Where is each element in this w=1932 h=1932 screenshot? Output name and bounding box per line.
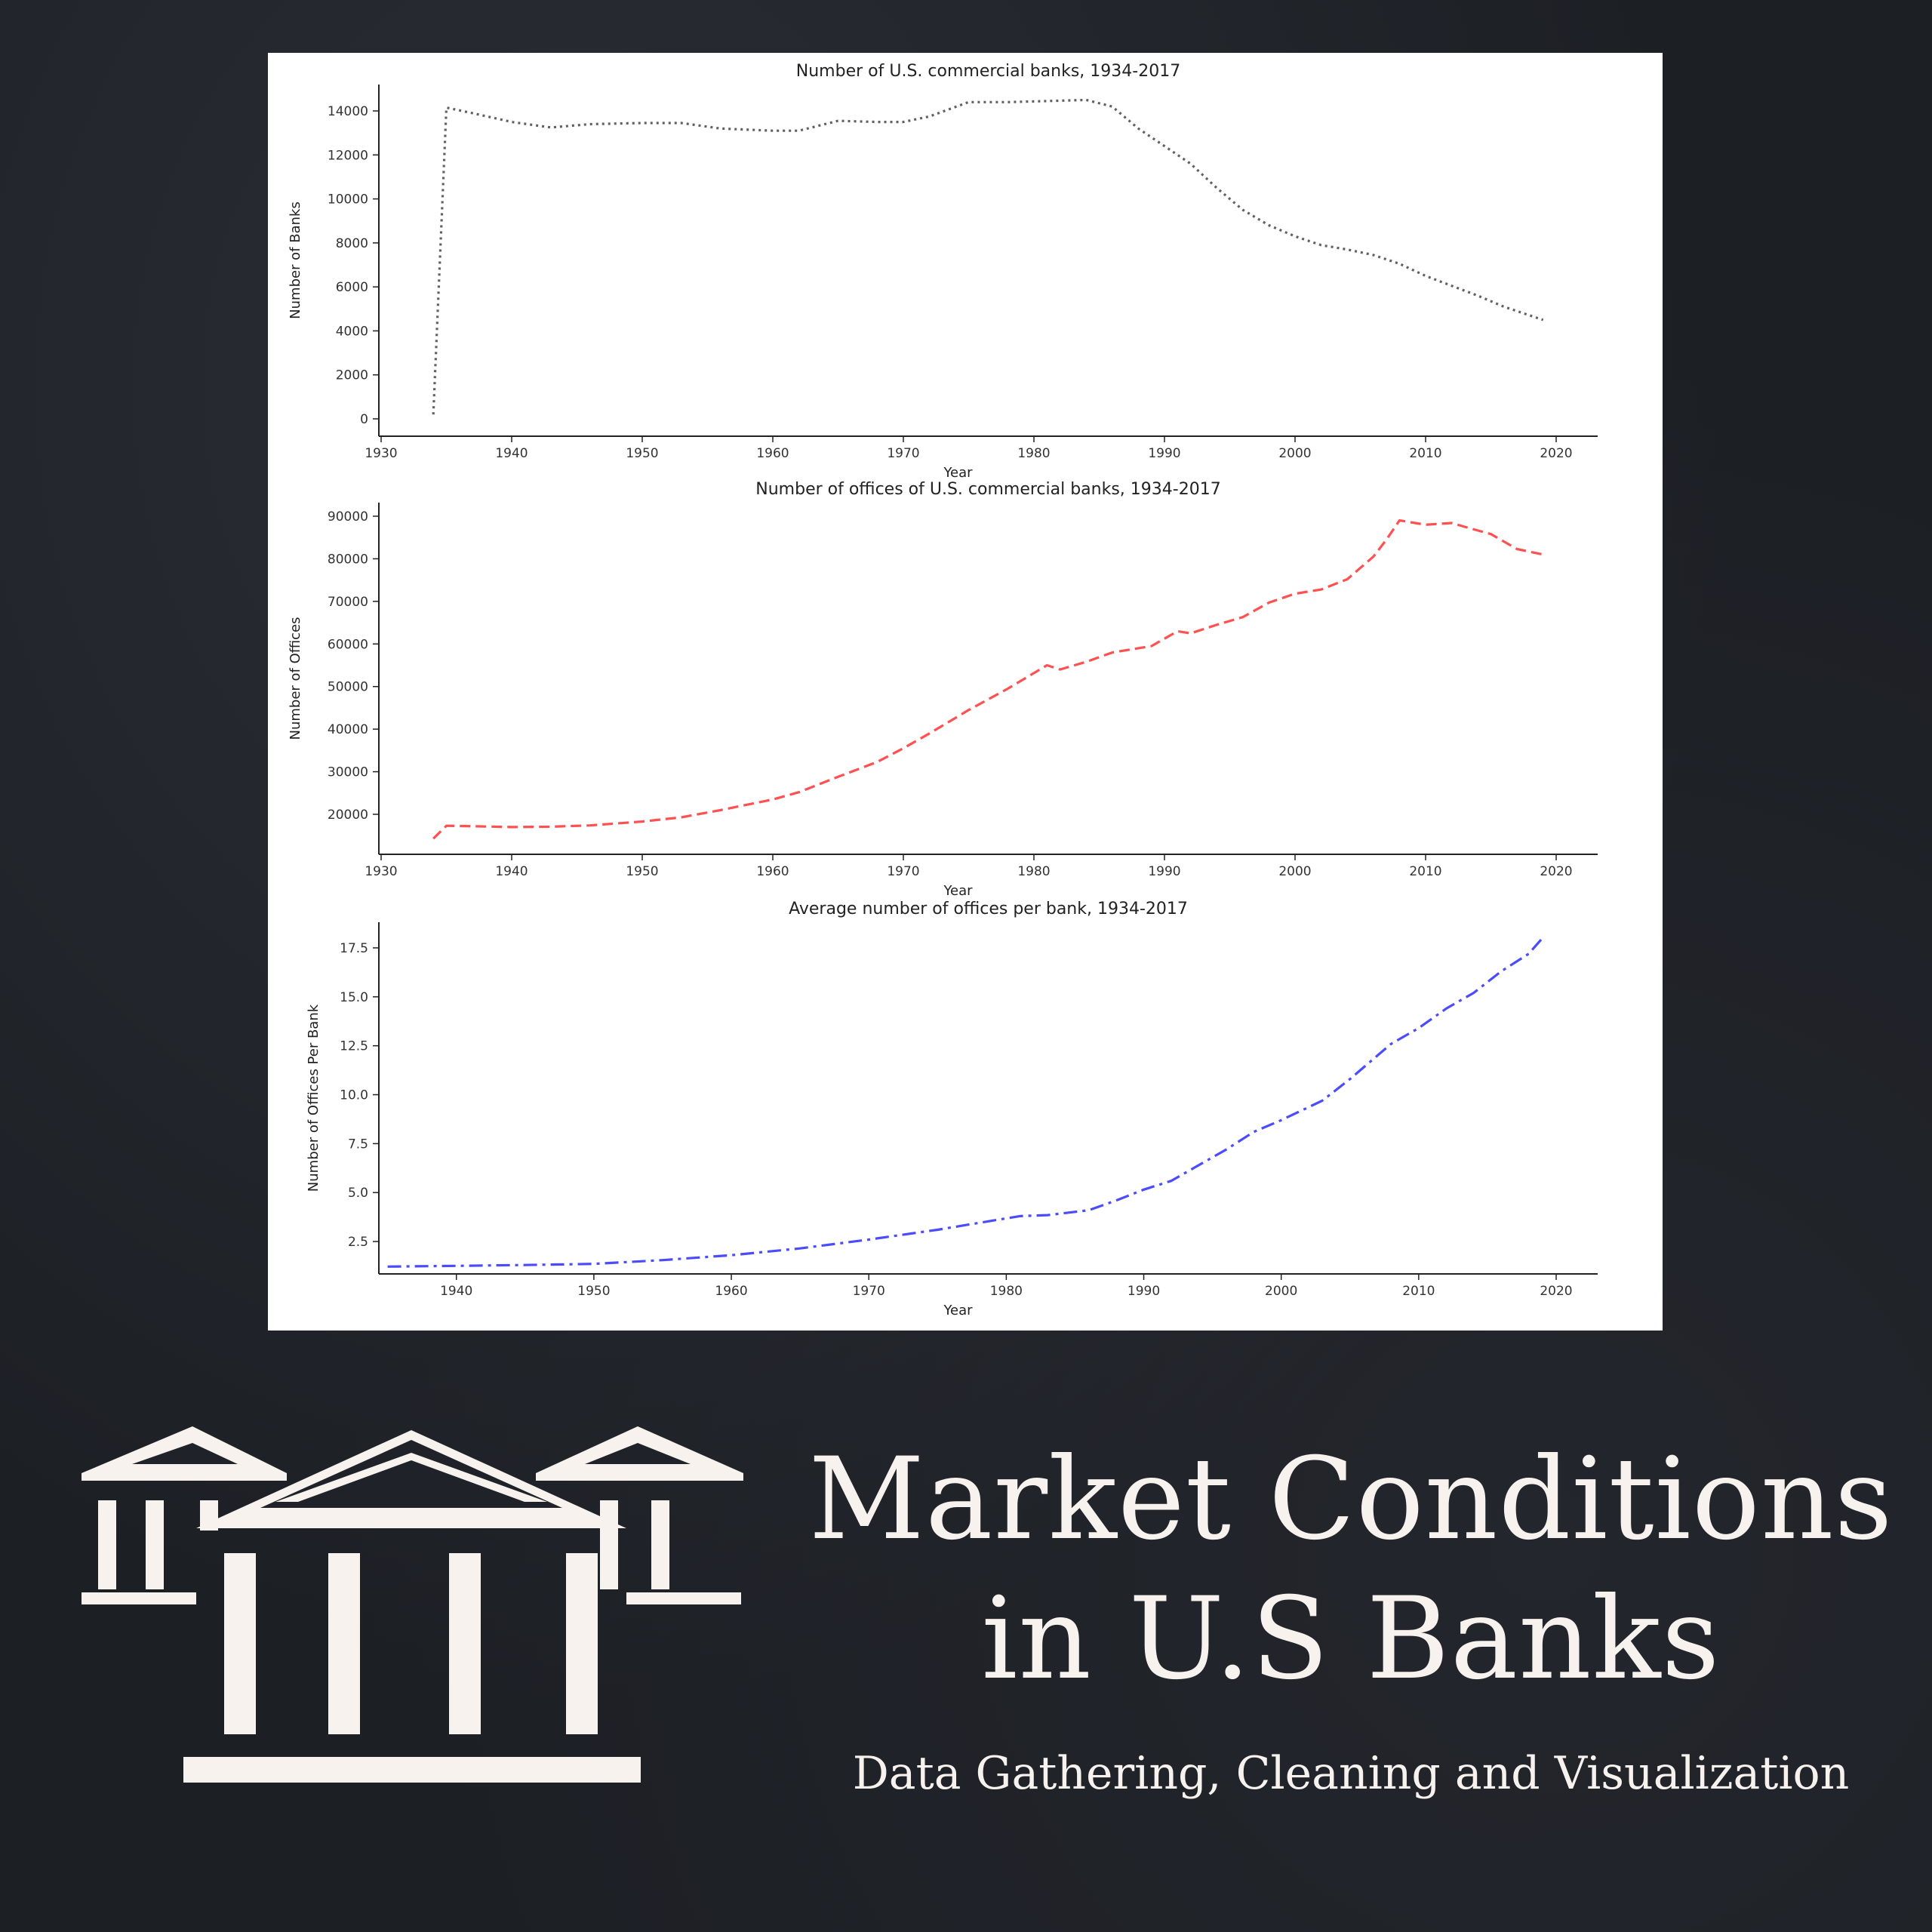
x-tick-label: 2000: [1265, 1284, 1297, 1299]
bank-building-icon: [82, 1426, 743, 1783]
y-tick-label: 90000: [328, 509, 368, 525]
x-tick-label: 1950: [626, 446, 658, 461]
x-tick-label: 1940: [495, 864, 528, 879]
x-tick-label: 1960: [715, 1284, 747, 1299]
chart-panel: Number of U.S. commercial banks, 1934-20…: [268, 53, 1663, 1331]
y-tick-label: 80000: [328, 552, 368, 567]
x-tick-label: 1980: [990, 1284, 1023, 1299]
chart-title: Average number of offices per bank, 1934…: [789, 900, 1188, 918]
x-tick-label: 1970: [887, 864, 919, 879]
y-tick-label: 20000: [328, 808, 368, 823]
y-tick-label: 6000: [336, 280, 368, 295]
x-tick-label: 1960: [756, 446, 789, 461]
series-line: [432, 98, 1544, 415]
y-tick-label: 10.0: [340, 1088, 368, 1103]
chart-title: Number of U.S. commercial banks, 1934-20…: [796, 62, 1180, 81]
y-tick-label: 40000: [328, 722, 368, 737]
y-axis-label: Number of Banks: [288, 202, 303, 319]
x-axis-label: Year: [943, 1303, 973, 1318]
subtitle: Data Gathering, Cleaning and Visualizati…: [852, 1747, 1850, 1800]
y-tick-label: 10000: [328, 192, 368, 208]
x-tick-label: 1980: [1017, 446, 1050, 461]
x-tick-label: 1930: [365, 864, 397, 879]
x-tick-label: 2010: [1409, 864, 1441, 879]
y-tick-label: 4000: [336, 324, 368, 339]
y-tick-label: 2.5: [348, 1235, 368, 1250]
x-tick-label: 1970: [853, 1284, 885, 1299]
y-tick-label: 12000: [328, 148, 368, 163]
x-tick-label: 1940: [440, 1284, 472, 1299]
x-tick-label: 1930: [365, 446, 397, 461]
x-tick-label: 2020: [1540, 1284, 1572, 1299]
x-tick-label: 2010: [1402, 1284, 1435, 1299]
y-tick-label: 8000: [336, 236, 368, 251]
chart-title: Number of offices of U.S. commercial ban…: [755, 480, 1220, 499]
y-tick-label: 60000: [328, 637, 368, 652]
x-tick-label: 1940: [495, 446, 528, 461]
y-tick-label: 7.5: [348, 1137, 368, 1152]
x-tick-label: 1950: [626, 864, 658, 879]
y-axis-label: Number of Offices: [288, 617, 303, 740]
title-line-1: Market Conditions: [808, 1434, 1894, 1565]
x-tick-label: 1970: [887, 446, 919, 461]
x-tick-label: 2010: [1409, 446, 1441, 461]
y-tick-label: 12.5: [340, 1039, 368, 1054]
x-tick-label: 1990: [1148, 864, 1180, 879]
x-tick-label: 1960: [756, 864, 789, 879]
x-tick-label: 1990: [1128, 1284, 1160, 1299]
x-tick-label: 1950: [577, 1284, 610, 1299]
series-line: [387, 937, 1544, 1268]
x-axis-label: Year: [943, 883, 973, 899]
title-block: Market Conditions in U.S Banks Data Gath…: [785, 1430, 1917, 1800]
x-tick-label: 2020: [1540, 446, 1572, 461]
charts-figure: Number of U.S. commercial banks, 1934-20…: [288, 62, 1598, 1318]
series-line: [432, 519, 1544, 840]
y-tick-label: 50000: [328, 680, 368, 695]
x-tick-label: 1990: [1148, 446, 1180, 461]
x-tick-label: 2000: [1278, 446, 1311, 461]
x-tick-label: 2020: [1540, 864, 1572, 879]
x-tick-label: 2000: [1278, 864, 1311, 879]
y-tick-label: 14000: [328, 104, 368, 119]
y-tick-label: 30000: [328, 765, 368, 780]
y-tick-label: 17.5: [340, 941, 368, 956]
y-tick-label: 5.0: [348, 1186, 368, 1201]
y-axis-label: Number of Offices Per Bank: [306, 1004, 321, 1192]
x-tick-label: 1980: [1017, 864, 1050, 879]
y-tick-label: 15.0: [340, 990, 368, 1005]
x-axis-label: Year: [943, 465, 973, 481]
y-tick-label: 0: [360, 412, 368, 427]
title-line-2: in U.S Banks: [981, 1574, 1721, 1705]
y-tick-label: 2000: [336, 368, 368, 383]
main-title: Market Conditions in U.S Banks: [785, 1430, 1917, 1709]
y-tick-label: 70000: [328, 595, 368, 610]
